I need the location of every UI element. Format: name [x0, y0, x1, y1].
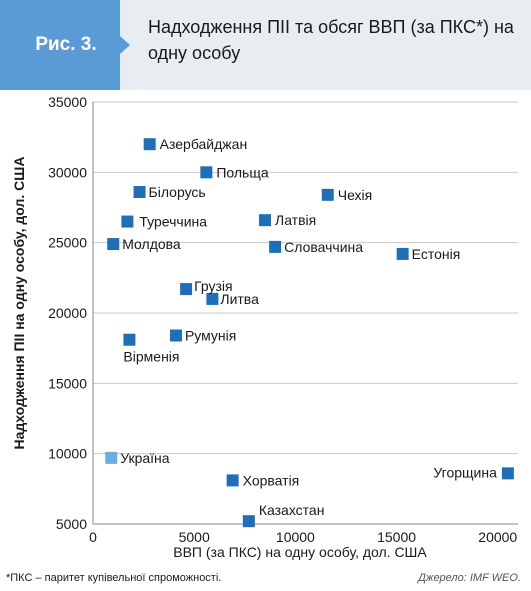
footnote: *ПКС – паритет купівельної спроможності.: [6, 572, 222, 584]
badge-arrow-icon: [120, 36, 130, 54]
point-label: Білорусь: [149, 184, 206, 200]
point-marker-15: [226, 474, 239, 487]
point-marker-3: [133, 186, 146, 199]
point-marker-8: [396, 247, 409, 260]
point-label: Чехія: [338, 187, 373, 203]
y-tick-label: 20000: [48, 305, 87, 321]
x-tick-labels: 0 5000 10000 15000 20000: [89, 529, 517, 545]
point-label: Хорватія: [243, 472, 300, 488]
y-tick-label: 30000: [48, 164, 87, 180]
x-tick-label: 5000: [179, 529, 210, 545]
point-label: Словаччина: [284, 239, 363, 255]
point-labels: Азербайджан Польща Чехія Білорусь Туреччина Л…: [120, 136, 497, 518]
figure-label: Рис. 3.: [35, 34, 97, 55]
source-note: Джерело: IMF WEO.: [418, 572, 521, 584]
y-tick-label: 15000: [48, 375, 87, 391]
y-tick-label: 5000: [56, 516, 87, 532]
y-tick-label: 10000: [48, 446, 87, 462]
point-label: Естонія: [412, 246, 461, 262]
point-marker-6: [107, 238, 120, 251]
x-tick-label: 10000: [276, 529, 315, 545]
x-tick-label: 15000: [377, 529, 416, 545]
header-band: Рис. 3. Надходження ПІІ та обсяг ВВП (за…: [0, 0, 531, 90]
y-tick-label: 35000: [48, 94, 87, 110]
point-label: Туреччина: [139, 214, 207, 230]
gridlines: [93, 101, 518, 455]
point-marker-5: [259, 214, 272, 227]
data-points: [105, 138, 514, 528]
y-tick-label: 25000: [48, 235, 87, 251]
y-tick-labels: 5000 10000 15000 20000 25000 30000 35000: [48, 94, 87, 532]
point-label: Молдова: [122, 236, 181, 252]
chart-title: Надходження ПІІ та обсяг ВВП (за ПКС*) н…: [148, 17, 514, 63]
point-label: Румунія: [185, 328, 236, 344]
x-tick-label: 0: [89, 529, 97, 545]
x-tick-label: 20000: [478, 529, 517, 545]
point-marker-16: [242, 515, 255, 528]
point-label: Казахстан: [259, 502, 325, 518]
point-marker-2: [321, 188, 334, 201]
point-marker-9: [180, 283, 193, 296]
point-marker-14: [501, 467, 514, 480]
x-axis-label: ВВП (за ПКС) на одну особу, дол. США: [173, 544, 427, 560]
point-label: Грузія: [194, 278, 233, 294]
point-label: Латвія: [275, 212, 316, 228]
y-axis-label: Надходження ПІІ на одну особу, дол. США: [11, 157, 27, 450]
point-marker-0: [143, 138, 156, 151]
point-label: Україна: [120, 450, 170, 466]
point-label: Вірменія: [123, 349, 179, 365]
point-label: Угорщина: [433, 464, 497, 480]
point-marker-4: [121, 215, 134, 228]
point-marker-11: [169, 329, 182, 342]
point-marker-10: [206, 292, 219, 305]
point-marker-1: [200, 166, 213, 179]
point-label: Азербайджан: [160, 136, 248, 152]
point-marker-13: [105, 451, 118, 464]
point-label: Литва: [220, 291, 259, 307]
point-marker-7: [269, 240, 282, 253]
point-label: Польща: [216, 164, 269, 180]
axes: [92, 102, 518, 525]
point-marker-12: [123, 333, 136, 346]
figure-badge: Рис. 3.: [0, 0, 130, 90]
